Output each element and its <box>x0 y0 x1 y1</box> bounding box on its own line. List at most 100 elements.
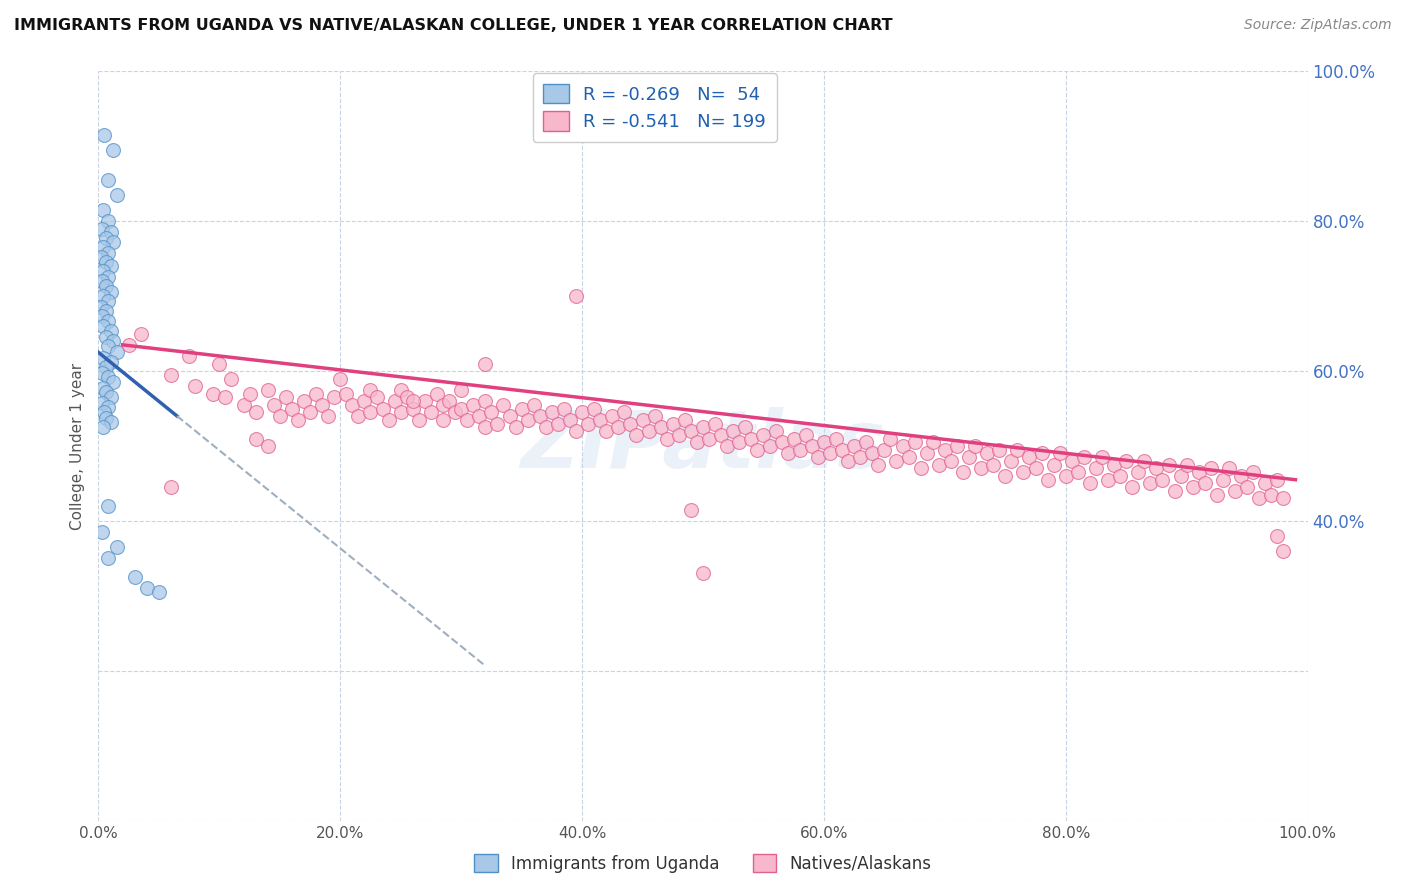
Point <box>97 269 120 284</box>
Point <box>395 390 418 404</box>
Point <box>100 415 122 429</box>
Point <box>650 420 672 434</box>
Point <box>752 427 775 442</box>
Point <box>1146 461 1168 475</box>
Point <box>97 499 120 513</box>
Point <box>93 128 115 142</box>
Point <box>1212 473 1234 487</box>
Point <box>232 398 254 412</box>
Point <box>360 383 382 397</box>
Point <box>202 386 225 401</box>
Point <box>91 240 114 254</box>
Y-axis label: College, Under 1 year: College, Under 1 year <box>70 362 86 530</box>
Point <box>91 264 114 278</box>
Point <box>1024 461 1046 475</box>
Point <box>101 334 124 348</box>
Point <box>287 413 309 427</box>
Point <box>692 420 714 434</box>
Point <box>1133 454 1156 468</box>
Point <box>813 435 835 450</box>
Point <box>1042 458 1064 472</box>
Point <box>510 401 533 416</box>
Point <box>1121 480 1143 494</box>
Point <box>101 143 124 157</box>
Point <box>316 409 339 423</box>
Point <box>1254 476 1277 491</box>
Legend: R = -0.269   N=  54, R = -0.541   N= 199: R = -0.269 N= 54, R = -0.541 N= 199 <box>533 73 776 142</box>
Point <box>1109 469 1132 483</box>
Point <box>221 371 243 385</box>
Point <box>97 370 120 384</box>
Point <box>994 469 1017 483</box>
Point <box>160 368 183 382</box>
Point <box>1272 491 1295 506</box>
Point <box>818 446 841 460</box>
Point <box>704 417 727 431</box>
Point <box>100 259 122 273</box>
Point <box>335 386 357 401</box>
Point <box>558 413 581 427</box>
Point <box>631 413 654 427</box>
Point <box>245 405 267 419</box>
Point <box>970 461 993 475</box>
Point <box>661 417 683 431</box>
Point <box>540 405 562 419</box>
Point <box>1018 450 1040 465</box>
Point <box>97 245 120 260</box>
Point <box>716 439 738 453</box>
Point <box>91 221 114 235</box>
Point <box>860 446 883 460</box>
Point <box>1073 450 1095 465</box>
Point <box>91 319 114 334</box>
Point <box>256 383 278 397</box>
Point <box>679 502 702 516</box>
Point <box>1102 458 1125 472</box>
Point <box>94 410 117 425</box>
Point <box>1091 450 1114 465</box>
Point <box>492 398 515 412</box>
Point <box>505 420 527 434</box>
Point <box>679 424 702 438</box>
Point <box>299 405 322 419</box>
Point <box>94 360 117 375</box>
Text: IMMIGRANTS FROM UGANDA VS NATIVE/ALASKAN COLLEGE, UNDER 1 YEAR CORRELATION CHART: IMMIGRANTS FROM UGANDA VS NATIVE/ALASKAN… <box>14 18 893 33</box>
Point <box>807 450 830 465</box>
Point <box>1067 465 1090 479</box>
Point <box>976 446 998 460</box>
Point <box>740 432 762 446</box>
Point <box>97 339 120 353</box>
Point <box>100 390 122 404</box>
Point <box>389 383 412 397</box>
Point <box>481 405 503 419</box>
Point <box>91 420 114 434</box>
Point <box>547 417 569 431</box>
Point <box>1163 483 1185 498</box>
Point <box>673 413 696 427</box>
Point <box>91 525 114 540</box>
Point <box>1175 458 1198 472</box>
Point <box>946 439 969 453</box>
Point <box>534 420 557 434</box>
Point <box>1085 461 1108 475</box>
Point <box>124 570 146 584</box>
Point <box>1031 446 1053 460</box>
Point <box>93 405 115 419</box>
Point <box>576 417 599 431</box>
Point <box>770 435 793 450</box>
Point <box>426 386 449 401</box>
Point <box>91 395 114 409</box>
Point <box>1152 473 1174 487</box>
Point <box>91 380 114 394</box>
Point <box>135 582 157 596</box>
Point <box>1060 454 1083 468</box>
Point <box>179 349 201 363</box>
Point <box>952 465 974 479</box>
Point <box>105 345 128 359</box>
Point <box>965 439 987 453</box>
Point <box>94 329 117 343</box>
Point <box>474 420 496 434</box>
Point <box>160 480 183 494</box>
Point <box>589 413 612 427</box>
Point <box>239 386 262 401</box>
Point <box>910 461 932 475</box>
